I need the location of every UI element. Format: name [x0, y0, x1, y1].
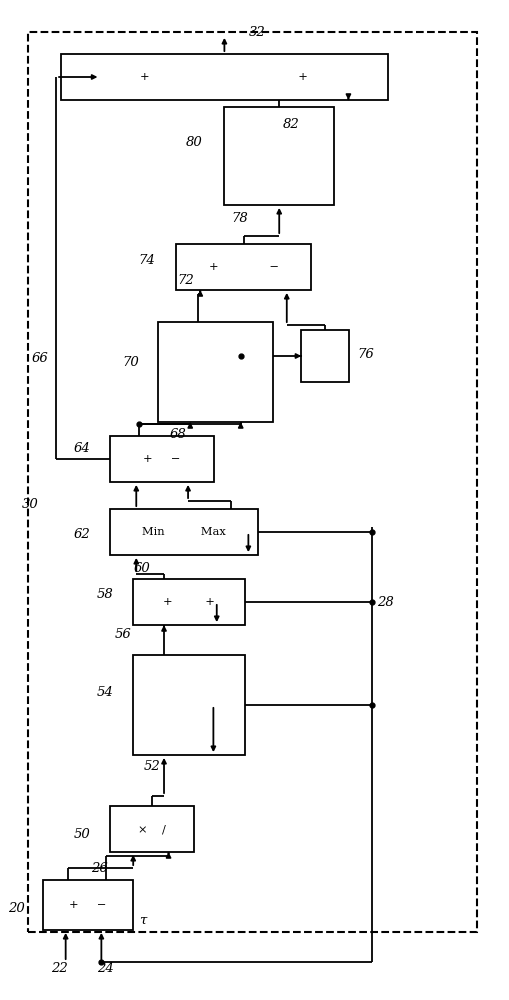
Bar — [43, 880, 132, 930]
Text: 58: 58 — [96, 588, 113, 601]
Text: Min          Max: Min Max — [142, 527, 225, 537]
Bar — [176, 244, 310, 290]
Text: 28: 28 — [377, 595, 393, 608]
Bar — [300, 330, 349, 382]
Text: 62: 62 — [74, 528, 91, 542]
Bar — [28, 32, 476, 932]
Bar — [132, 655, 244, 755]
Text: 76: 76 — [356, 349, 373, 361]
Text: τ: τ — [138, 914, 146, 926]
Text: +              −: + − — [208, 262, 278, 272]
Bar — [224, 107, 333, 205]
Bar — [61, 54, 387, 100]
Bar — [109, 436, 214, 482]
Bar — [109, 806, 193, 852]
Text: 32: 32 — [248, 25, 265, 38]
Text: +     −: + − — [143, 454, 180, 464]
Text: 24: 24 — [97, 962, 114, 974]
Text: 20: 20 — [8, 902, 24, 914]
Text: 52: 52 — [144, 760, 160, 774]
Text: 82: 82 — [282, 118, 299, 131]
Text: ×    /: × / — [137, 824, 165, 834]
Text: +                                         +: + + — [140, 72, 308, 82]
Text: 26: 26 — [91, 861, 108, 874]
Text: 64: 64 — [74, 442, 91, 454]
Text: 74: 74 — [138, 253, 155, 266]
Text: 22: 22 — [51, 962, 68, 974]
Text: 70: 70 — [122, 356, 138, 368]
Text: 60: 60 — [133, 562, 150, 574]
Text: 66: 66 — [32, 352, 48, 364]
Text: 56: 56 — [115, 629, 131, 642]
Bar — [158, 322, 272, 422]
Text: +     −: + − — [69, 900, 106, 910]
Text: 80: 80 — [186, 135, 203, 148]
Bar — [109, 509, 257, 555]
Text: +         +: + + — [162, 597, 214, 607]
Text: 78: 78 — [231, 212, 247, 225]
Text: 54: 54 — [96, 686, 113, 698]
Text: 30: 30 — [21, 498, 38, 512]
Text: 68: 68 — [169, 428, 186, 440]
Bar — [132, 579, 244, 625]
Text: 50: 50 — [74, 828, 91, 842]
Text: 72: 72 — [177, 273, 194, 286]
